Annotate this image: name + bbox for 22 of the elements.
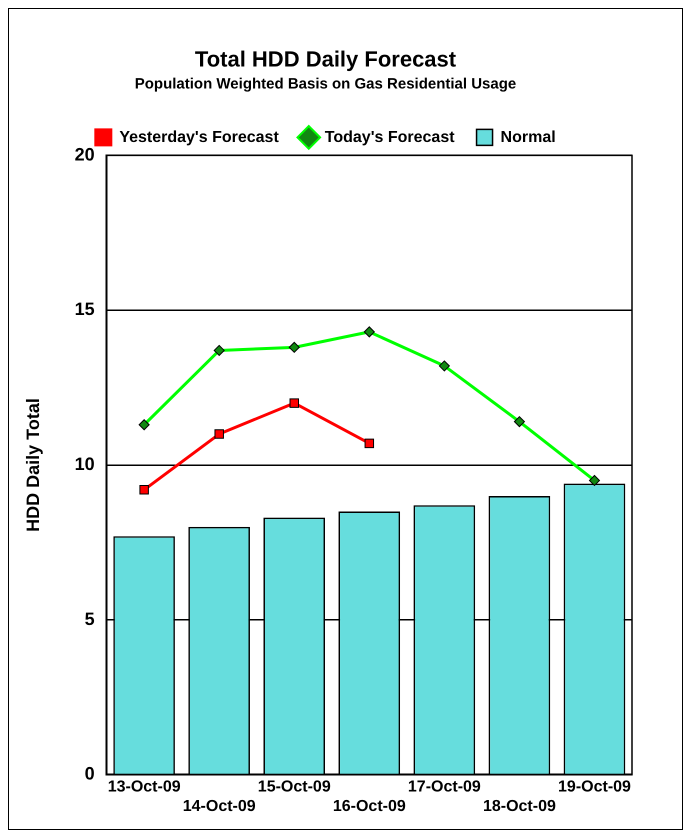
y-tick-label: 0 [84,764,95,784]
legend-label: Normal [500,128,556,146]
point [214,429,224,439]
x-tick-label: 14-Oct-09 [182,798,256,815]
x-tick-label: 19-Oct-09 [558,778,632,796]
y-tick-label: 15 [74,299,95,320]
legend-label: Yesterday's Forecast [119,128,280,146]
y-tick-label: 10 [74,454,95,474]
chart-subtitle: Population Weighted Basis on Gas Residential Usage [134,76,516,93]
y-axis-title: HDD Daily Total [22,398,43,532]
x-tick-label: 18-Oct-09 [482,798,556,815]
chart-title: Total HDD Daily Forecast [194,46,457,72]
y-tick-label: 5 [84,608,95,629]
x-tick-label: 15-Oct-09 [258,778,331,796]
x-tick-label: 13-Oct-09 [108,778,181,796]
y-tick-label: 20 [74,144,95,164]
point [364,438,374,448]
legend-label: Today's Forecast [324,128,456,146]
x-tick-label: 16-Oct-09 [332,798,406,815]
point [290,398,299,408]
point [139,485,149,495]
x-tick-label: 17-Oct-09 [408,778,481,796]
